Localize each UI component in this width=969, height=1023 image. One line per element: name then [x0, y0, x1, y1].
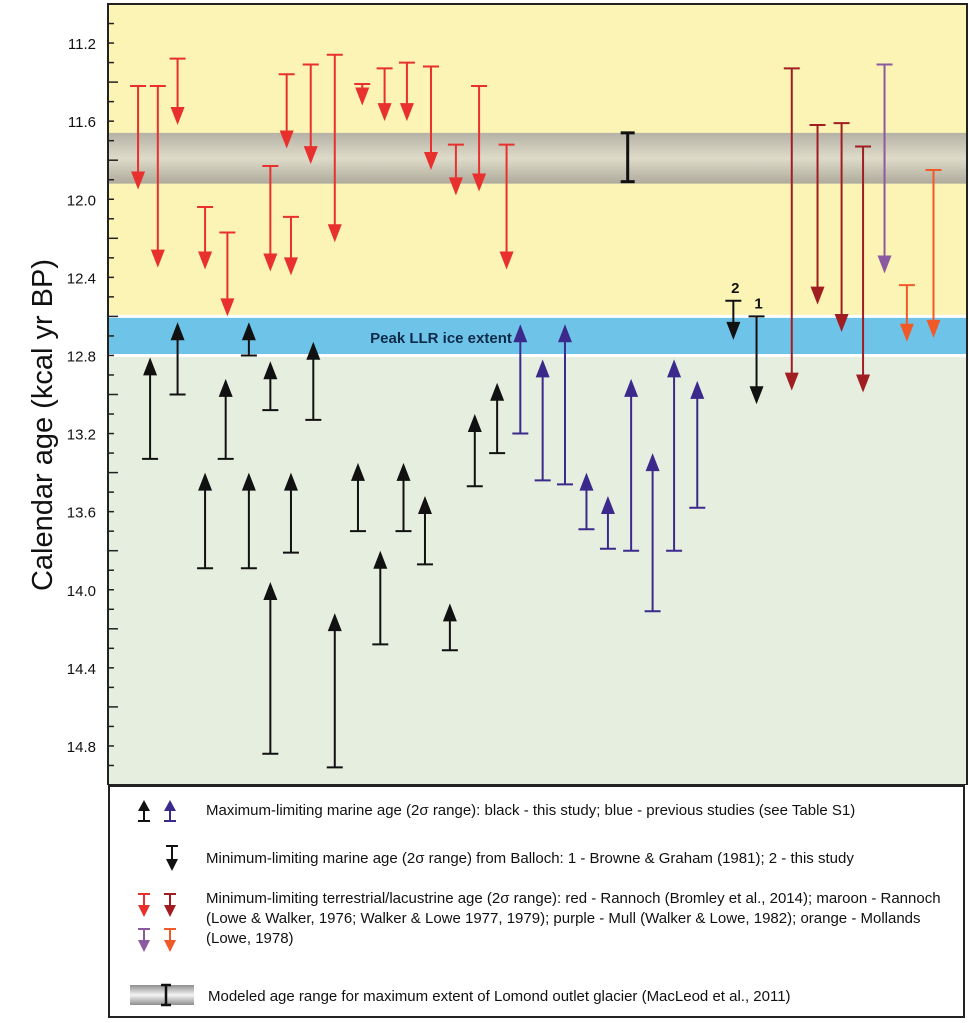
- red-down-arrow: [471, 85, 488, 192]
- black-up-arrow: [240, 472, 257, 570]
- y-tick-label: 14.0: [67, 583, 96, 600]
- maroon-down-arrow: [809, 124, 826, 305]
- band-label: Peak LLR ice extent: [370, 330, 512, 347]
- red-down-arrow: [376, 67, 393, 122]
- black-up-arrow: [305, 341, 322, 421]
- blue-up-arrow: [578, 472, 595, 531]
- black-up-arrow: [466, 414, 483, 488]
- max-marine-legend-icon: [138, 800, 176, 822]
- purple-down-arrow: [876, 63, 893, 274]
- max-marine-legend-text: Maximum-limiting marine age (2σ range): …: [206, 802, 856, 819]
- maroon-down-arrow: [833, 122, 850, 333]
- black-up-arrow: [489, 382, 506, 455]
- red-down-arrow: [262, 165, 279, 272]
- black-up-arrow: [262, 361, 279, 412]
- blue-up-arrow: [512, 324, 529, 435]
- black-up-arrow: [240, 322, 257, 357]
- black-up-arrow: [441, 603, 458, 652]
- min-marine-legend-text: Minimum-limiting marine age (2σ range) f…: [206, 850, 854, 867]
- y-tick-label: 11.2: [68, 36, 96, 53]
- y-tick-label: 12.8: [67, 348, 96, 365]
- y-tick-label: 14.8: [67, 739, 96, 756]
- red-down-arrow: [130, 85, 147, 190]
- red-down-arrow: [219, 231, 236, 317]
- y-tick-label: 11.6: [68, 114, 96, 131]
- modeled-range-bar: [620, 131, 635, 184]
- black-down-arrow: 2: [725, 280, 742, 340]
- black-up-arrow: [416, 496, 433, 566]
- maroon-down-arrow: [855, 145, 872, 393]
- legend-row-min-terrestrial: Minimum-limiting terrestrial/lacustrine …: [110, 887, 963, 967]
- black-up-arrow: [372, 550, 389, 646]
- balloch-label: 1: [754, 295, 762, 312]
- chart-svg: 21 11.2 11.6 12.0 12.4 12.8 13.2 13.6 14.0 14.4 1…: [27, 3, 968, 785]
- red-down-arrow: [447, 143, 464, 196]
- band-green: [108, 355, 967, 785]
- min-marine-legend-icon: [166, 845, 178, 871]
- legend-row-modeled: Modeled age range for maximum extent of …: [110, 979, 963, 1011]
- modeled-range-legend-icon: [130, 983, 194, 1007]
- blue-up-arrow: [556, 324, 573, 486]
- red-down-arrow: [398, 61, 415, 122]
- legend-row-min-marine: Minimum-limiting marine age (2σ range) f…: [110, 839, 963, 871]
- blue-up-arrow: [644, 453, 661, 613]
- y-axis-label: Calendar age (kcal yr BP): [27, 259, 59, 591]
- red-down-arrow: [197, 206, 214, 270]
- red-down-arrow: [169, 57, 186, 126]
- black-up-arrow: [282, 472, 299, 554]
- blue-up-arrow: [623, 378, 640, 552]
- blue-up-arrow: [666, 359, 683, 552]
- min-terrestrial-legend-text: Minimum-limiting terrestrial/lacustrine …: [206, 890, 941, 947]
- black-up-arrow: [349, 462, 366, 533]
- black-up-arrow: [169, 322, 186, 396]
- orange-down-arrow: [925, 168, 942, 338]
- y-tick-label: 14.4: [67, 661, 96, 678]
- red-down-arrow: [302, 63, 319, 165]
- red-down-arrow: [326, 53, 343, 243]
- blue-up-arrow: [534, 359, 551, 482]
- orange-down-arrow: [898, 284, 915, 342]
- y-tick-label: 13.6: [67, 505, 96, 522]
- red-down-arrow: [498, 143, 515, 270]
- black-up-arrow: [262, 581, 279, 755]
- maroon-down-arrow: [783, 67, 800, 391]
- min-terrestrial-legend-icon: [138, 893, 176, 952]
- blue-up-arrow: [599, 496, 616, 550]
- legend: Maximum-limiting marine age (2σ range): …: [108, 785, 965, 1018]
- balloch-label: 2: [731, 280, 739, 297]
- black-down-arrow: 1: [748, 295, 765, 405]
- red-down-arrow: [149, 85, 166, 268]
- y-tick-label: 12.4: [67, 270, 96, 287]
- y-tick-label: 13.2: [67, 427, 96, 444]
- red-down-arrow: [422, 65, 439, 170]
- red-down-arrow: [282, 215, 299, 276]
- red-down-arrow: [354, 83, 371, 106]
- band-grey: [108, 132, 967, 184]
- black-up-arrow: [217, 378, 234, 460]
- blue-up-arrow: [689, 380, 706, 509]
- legend-row-max-marine: Maximum-limiting marine age (2σ range): …: [110, 797, 963, 827]
- modeled-legend-text: Modeled age range for maximum extent of …: [208, 988, 791, 1005]
- red-down-arrow: [278, 73, 295, 149]
- black-up-arrow: [197, 472, 214, 570]
- black-up-arrow: [395, 462, 412, 533]
- black-up-arrow: [326, 613, 343, 769]
- black-up-arrow: [142, 357, 159, 460]
- y-tick-label: 12.0: [67, 192, 96, 209]
